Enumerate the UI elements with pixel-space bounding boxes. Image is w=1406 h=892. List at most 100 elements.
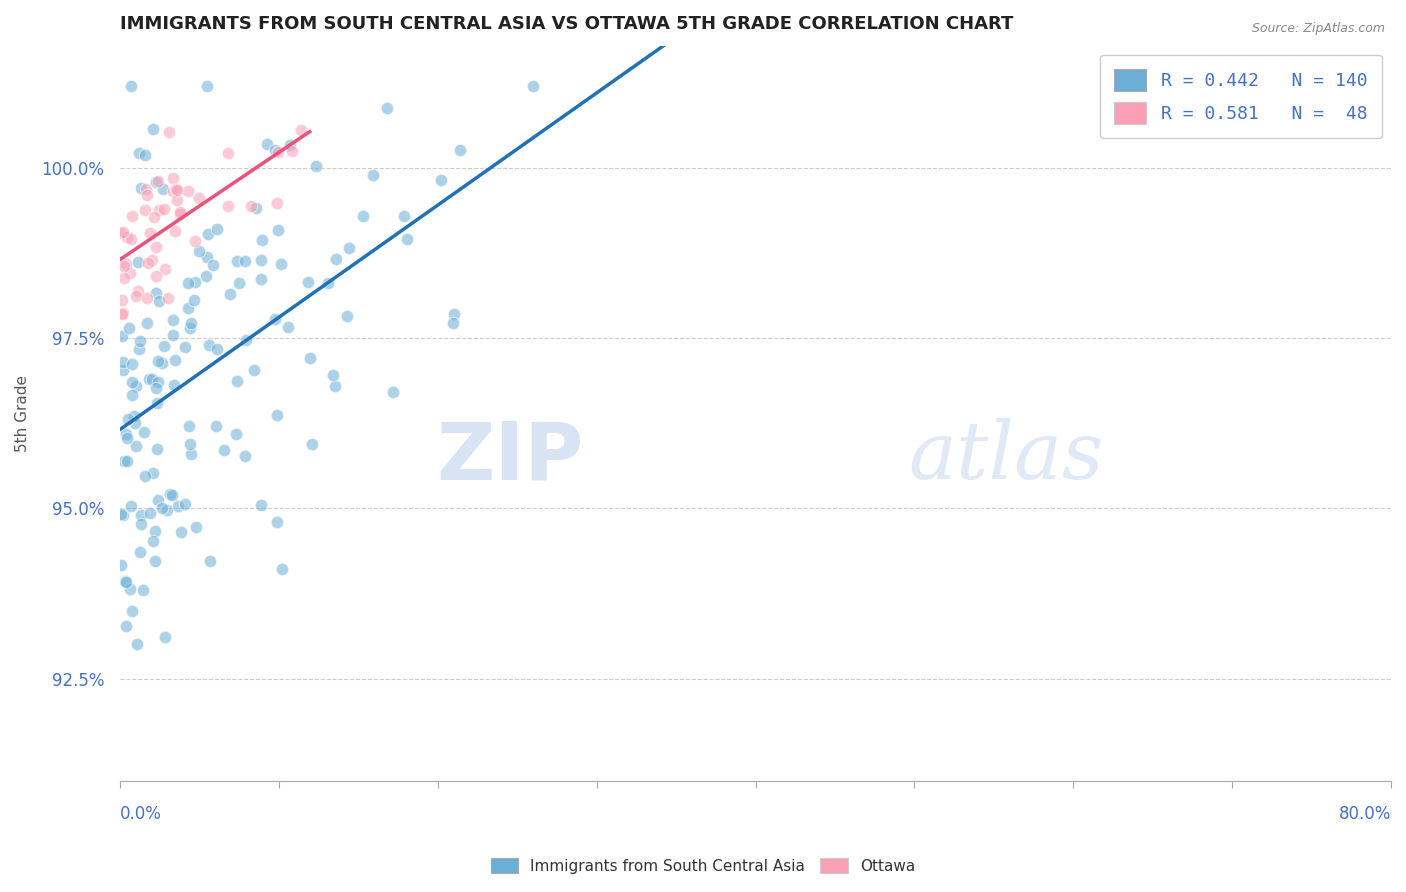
Point bbox=[219, 287, 242, 301]
Point bbox=[128, 334, 150, 348]
Point bbox=[217, 146, 239, 161]
Point bbox=[128, 545, 150, 559]
Point bbox=[125, 379, 148, 393]
Point bbox=[121, 388, 143, 402]
Point bbox=[139, 506, 162, 520]
Point bbox=[180, 316, 202, 330]
Point bbox=[449, 143, 471, 157]
Point bbox=[264, 312, 287, 326]
Point bbox=[120, 232, 142, 246]
Point bbox=[115, 574, 138, 589]
Point bbox=[127, 255, 149, 269]
Point bbox=[112, 259, 135, 273]
Point bbox=[132, 425, 155, 439]
Point bbox=[114, 574, 136, 589]
Point bbox=[111, 225, 134, 239]
Point bbox=[280, 138, 302, 153]
Point bbox=[226, 254, 249, 268]
Point bbox=[163, 224, 186, 238]
Point bbox=[180, 447, 202, 461]
Point bbox=[249, 272, 271, 286]
Point bbox=[323, 379, 346, 393]
Point bbox=[139, 226, 162, 240]
Point bbox=[136, 291, 159, 305]
Point bbox=[205, 222, 228, 236]
Point bbox=[195, 79, 218, 94]
Point bbox=[266, 195, 288, 210]
Point bbox=[167, 500, 190, 514]
Point bbox=[114, 454, 136, 468]
Point bbox=[132, 582, 155, 597]
Point bbox=[270, 257, 292, 271]
Text: 80.0%: 80.0% bbox=[1339, 805, 1391, 823]
Point bbox=[162, 327, 184, 342]
Point bbox=[162, 184, 184, 198]
Point bbox=[128, 146, 150, 161]
Point bbox=[165, 182, 187, 196]
Point bbox=[228, 277, 250, 291]
Point bbox=[217, 199, 239, 213]
Point bbox=[129, 517, 152, 532]
Point bbox=[177, 276, 200, 290]
Point bbox=[194, 268, 217, 283]
Point bbox=[200, 554, 222, 568]
Point bbox=[121, 209, 143, 223]
Point bbox=[249, 498, 271, 512]
Point bbox=[112, 508, 135, 522]
Point bbox=[111, 293, 134, 308]
Point bbox=[377, 101, 399, 115]
Point bbox=[142, 534, 165, 549]
Point bbox=[118, 320, 141, 334]
Point bbox=[352, 209, 374, 223]
Text: atlas: atlas bbox=[908, 418, 1104, 496]
Point bbox=[336, 309, 359, 323]
Point bbox=[177, 418, 200, 433]
Point bbox=[128, 343, 150, 357]
Point bbox=[160, 488, 183, 502]
Text: IMMIGRANTS FROM SOUTH CENTRAL ASIA VS OTTAWA 5TH GRADE CORRELATION CHART: IMMIGRANTS FROM SOUTH CENTRAL ASIA VS OT… bbox=[120, 15, 1014, 33]
Point bbox=[138, 371, 160, 385]
Point bbox=[187, 191, 209, 205]
Point bbox=[256, 136, 278, 151]
Point bbox=[226, 374, 249, 388]
Point bbox=[120, 499, 142, 513]
Point bbox=[212, 442, 235, 457]
Point bbox=[197, 227, 219, 241]
Point bbox=[110, 307, 132, 321]
Point bbox=[118, 582, 141, 596]
Point bbox=[129, 181, 152, 195]
Point bbox=[125, 440, 148, 454]
Point bbox=[202, 258, 225, 272]
Point bbox=[121, 375, 143, 389]
Point bbox=[141, 252, 163, 267]
Point bbox=[111, 362, 134, 376]
Point bbox=[134, 203, 156, 218]
Legend: Immigrants from South Central Asia, Ottawa: Immigrants from South Central Asia, Otta… bbox=[485, 852, 921, 880]
Point bbox=[124, 409, 146, 423]
Point bbox=[138, 256, 160, 270]
Point bbox=[263, 143, 285, 157]
Point bbox=[148, 375, 170, 389]
Point bbox=[304, 159, 326, 173]
Point bbox=[153, 202, 176, 216]
Point bbox=[150, 356, 173, 370]
Point bbox=[198, 338, 221, 352]
Point bbox=[266, 223, 288, 237]
Point bbox=[157, 125, 180, 139]
Point bbox=[146, 493, 169, 508]
Point bbox=[297, 275, 319, 289]
Point bbox=[142, 122, 165, 136]
Point bbox=[121, 604, 143, 618]
Point bbox=[240, 199, 263, 213]
Point bbox=[301, 437, 323, 451]
Point bbox=[153, 261, 176, 276]
Point bbox=[395, 232, 418, 246]
Point bbox=[124, 416, 146, 430]
Text: Source: ZipAtlas.com: Source: ZipAtlas.com bbox=[1251, 22, 1385, 36]
Point bbox=[187, 244, 209, 259]
Point bbox=[382, 385, 405, 400]
Point bbox=[166, 183, 188, 197]
Point bbox=[156, 291, 179, 305]
Point bbox=[441, 316, 464, 330]
Point bbox=[183, 275, 205, 289]
